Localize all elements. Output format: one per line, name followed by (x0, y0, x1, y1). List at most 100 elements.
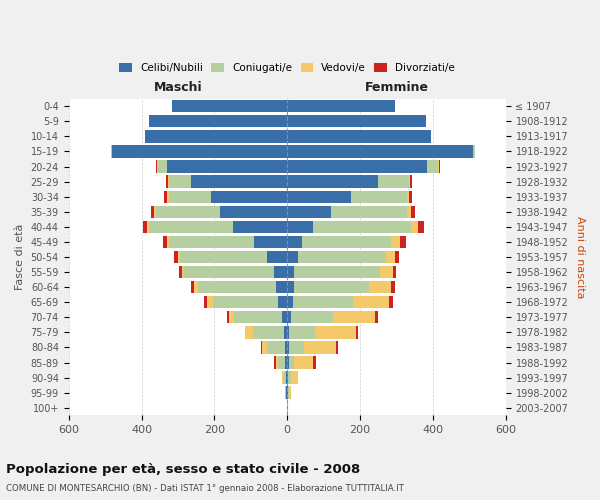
Bar (287, 130, 431, 142)
Bar (184, 266, 274, 278)
Bar (293, 296, 353, 308)
Bar (287, 115, 425, 128)
Bar (287, 266, 295, 278)
Bar (286, 372, 287, 384)
Bar (369, 281, 391, 293)
Bar (169, 190, 211, 203)
Bar (156, 206, 220, 218)
Text: Maschi: Maschi (154, 81, 202, 94)
Bar (295, 356, 313, 368)
Bar (291, 311, 333, 324)
Bar (287, 146, 473, 158)
Bar (374, 311, 377, 324)
Bar (407, 206, 411, 218)
Bar (233, 220, 287, 233)
Y-axis label: Fasce di età: Fasce di età (15, 224, 25, 290)
Bar (409, 190, 412, 203)
Bar (178, 251, 180, 263)
Bar (164, 190, 167, 203)
Bar (287, 236, 302, 248)
Bar (204, 296, 207, 308)
Y-axis label: Anni di nascita: Anni di nascita (575, 216, 585, 298)
Bar (286, 386, 287, 399)
Bar (289, 342, 304, 353)
Bar (229, 311, 235, 324)
Bar (393, 266, 397, 278)
Bar (353, 296, 389, 308)
Bar (154, 206, 156, 218)
Text: COMUNE DI MONTESARCHIO (BN) - Dati ISTAT 1° gennaio 2008 - Elaborazione TUTTITAL: COMUNE DI MONTESARCHIO (BN) - Dati ISTAT… (6, 484, 404, 493)
Bar (149, 115, 287, 128)
Bar (220, 206, 287, 218)
Bar (386, 251, 395, 263)
Bar (110, 146, 112, 158)
Bar (331, 206, 407, 218)
Bar (288, 372, 291, 384)
Bar (167, 190, 169, 203)
Bar (179, 266, 182, 278)
Bar (287, 296, 293, 308)
Bar (287, 220, 313, 233)
Bar (295, 266, 380, 278)
Bar (380, 266, 393, 278)
Bar (389, 296, 393, 308)
Bar (418, 220, 424, 233)
Bar (274, 266, 287, 278)
Bar (174, 251, 178, 263)
Bar (276, 281, 287, 293)
Bar (180, 251, 267, 263)
Bar (235, 311, 282, 324)
Bar (227, 311, 229, 324)
Bar (278, 356, 286, 368)
Bar (427, 160, 439, 172)
Bar (286, 342, 287, 353)
Bar (287, 160, 427, 172)
Bar (198, 281, 276, 293)
Bar (168, 176, 169, 188)
Bar (287, 100, 395, 112)
Bar (167, 160, 287, 172)
Bar (289, 386, 291, 399)
Bar (291, 372, 298, 384)
Bar (149, 220, 233, 233)
Bar (151, 206, 154, 218)
Bar (439, 160, 440, 172)
Bar (191, 176, 287, 188)
Bar (289, 326, 314, 338)
Bar (378, 176, 409, 188)
Bar (194, 281, 198, 293)
Bar (411, 206, 415, 218)
Bar (287, 342, 289, 353)
Bar (287, 176, 378, 188)
Bar (191, 281, 194, 293)
Bar (284, 326, 287, 338)
Bar (400, 236, 406, 248)
Bar (313, 220, 411, 233)
Bar (411, 220, 418, 233)
Bar (287, 372, 288, 384)
Bar (167, 236, 169, 248)
Bar (284, 386, 286, 399)
Bar (143, 220, 147, 233)
Bar (253, 326, 284, 338)
Bar (169, 176, 191, 188)
Bar (261, 342, 262, 353)
Bar (287, 281, 295, 293)
Bar (288, 386, 289, 399)
Bar (298, 251, 386, 263)
Bar (407, 190, 409, 203)
Bar (287, 386, 288, 399)
Bar (391, 236, 400, 248)
Bar (276, 356, 278, 368)
Bar (287, 326, 289, 338)
Bar (284, 372, 286, 384)
Bar (287, 190, 351, 203)
Bar (282, 311, 287, 324)
Bar (145, 130, 287, 142)
Bar (166, 176, 168, 188)
Bar (267, 251, 287, 263)
Bar (207, 296, 212, 308)
Bar (287, 311, 291, 324)
Bar (313, 356, 316, 368)
Bar (169, 236, 254, 248)
